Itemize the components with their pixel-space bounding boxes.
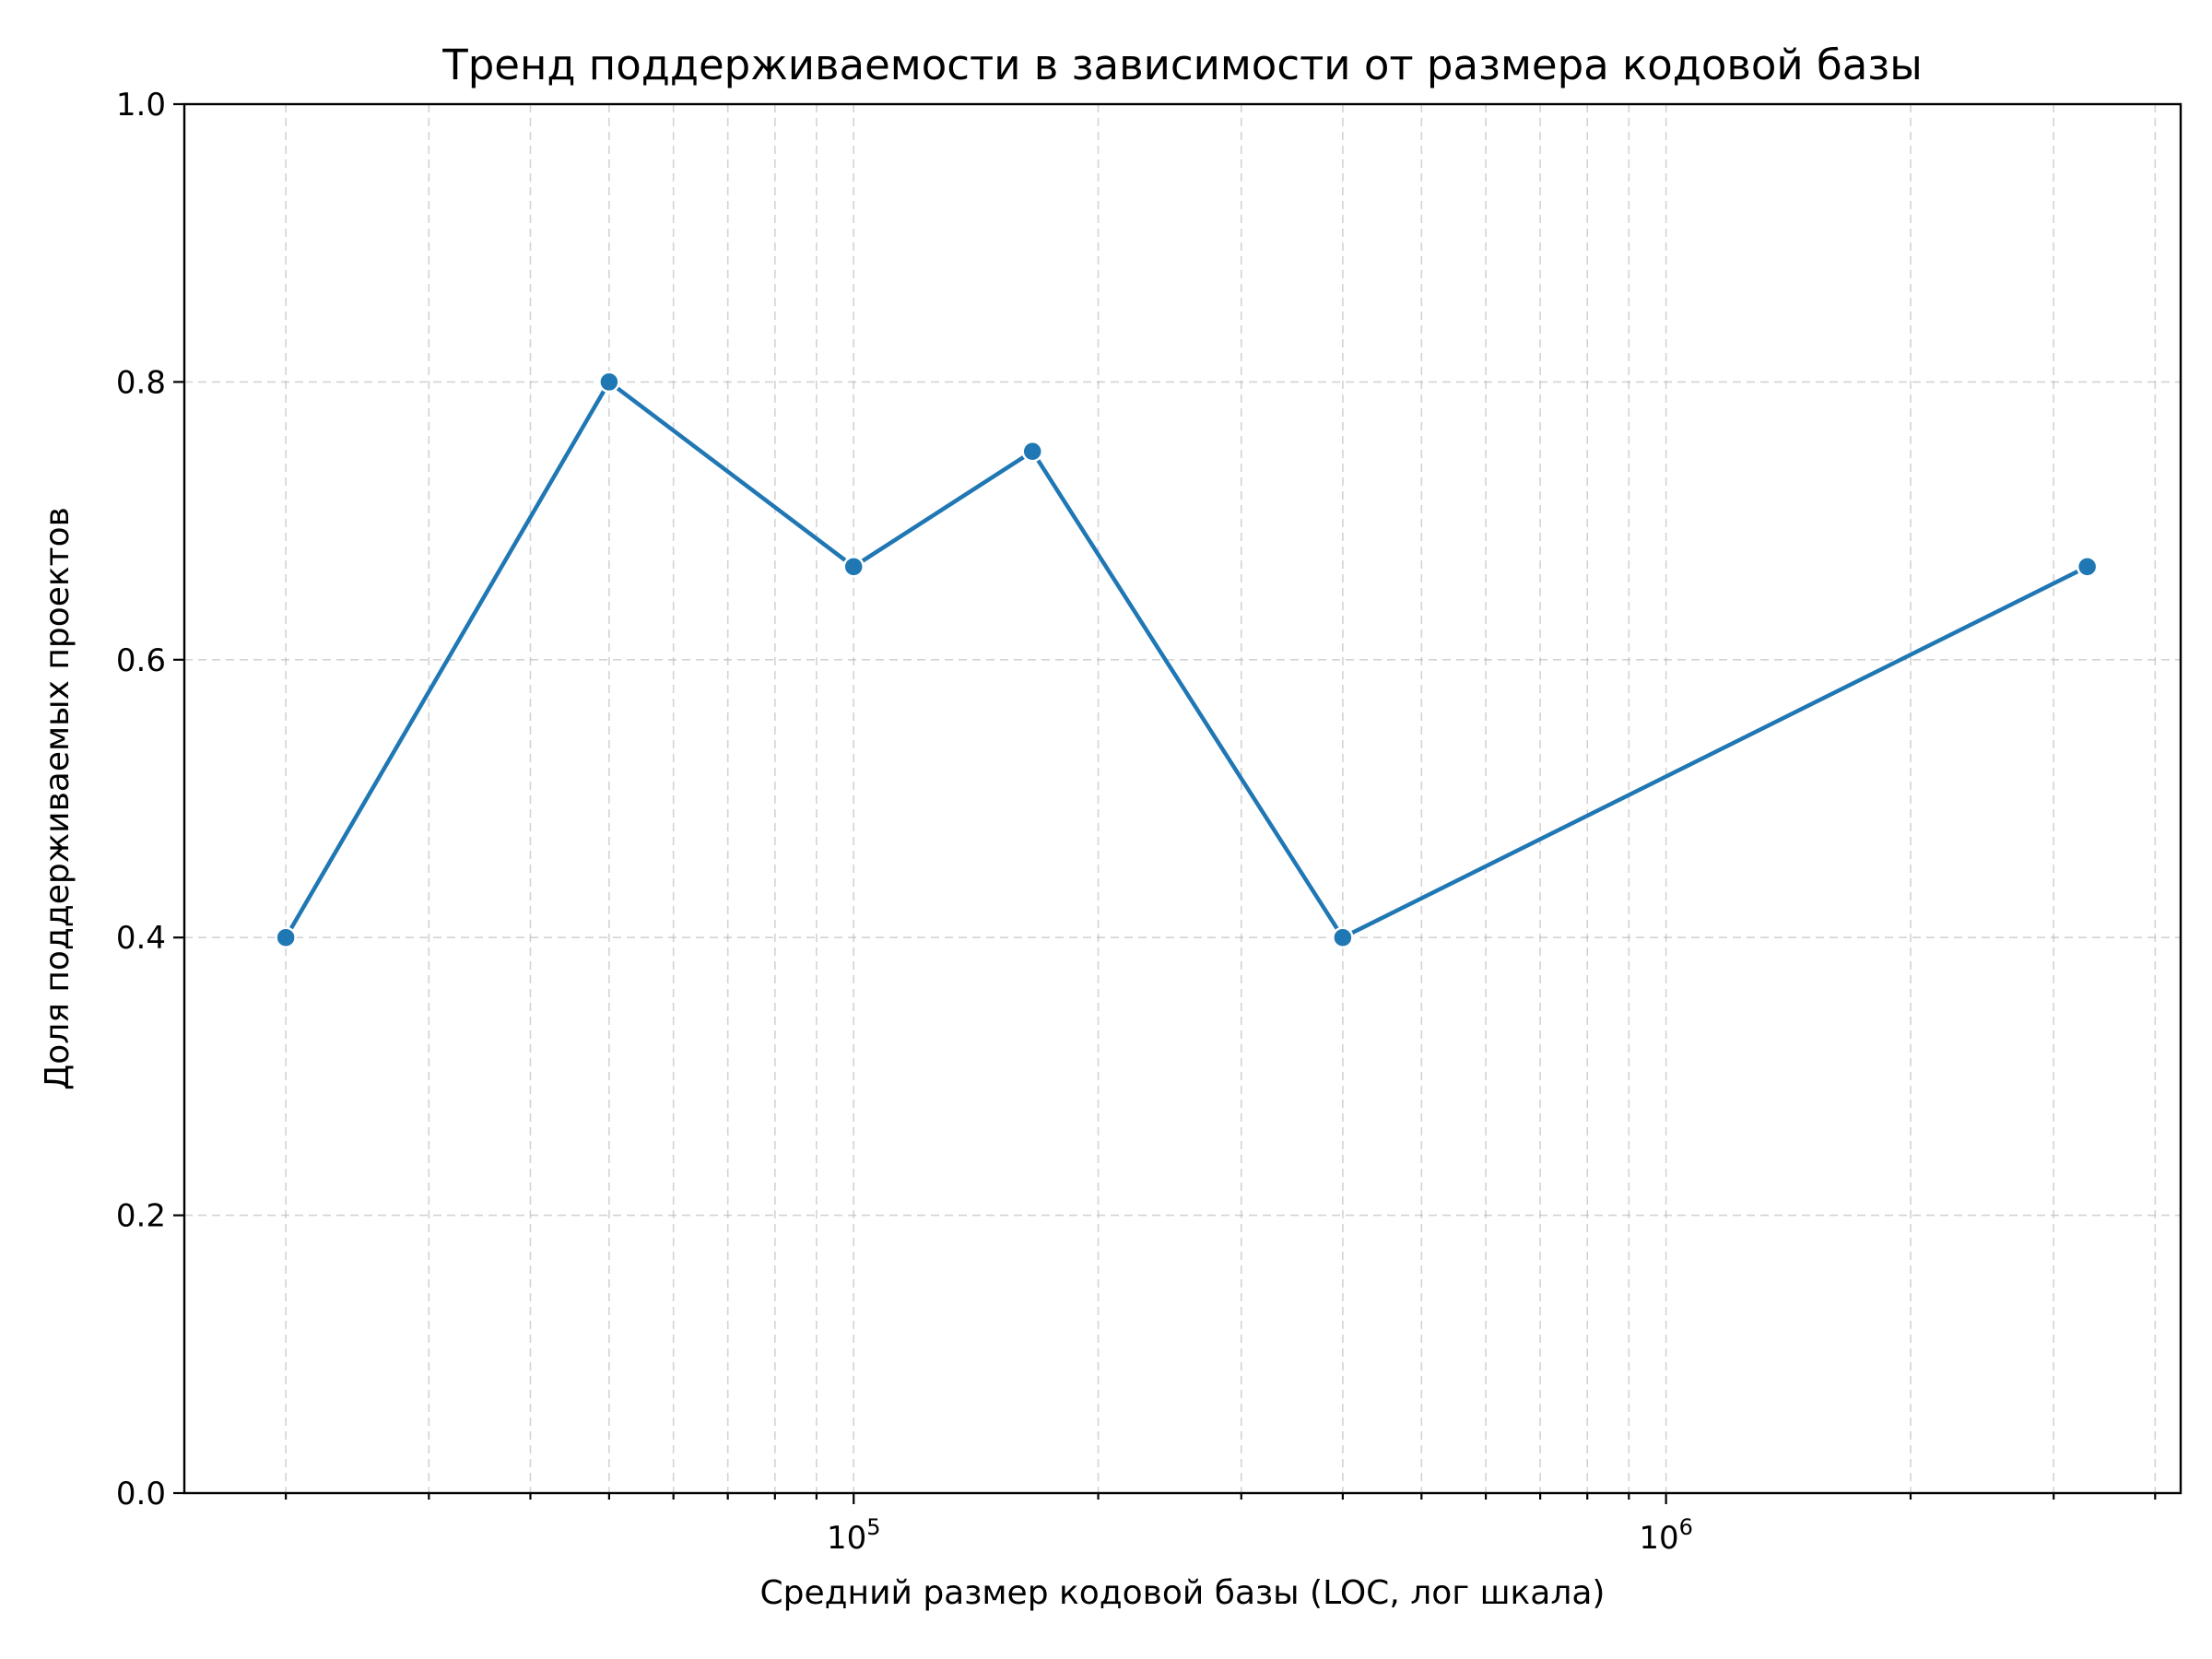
y-tick-label: 0.6 [116, 642, 166, 679]
series-line [284, 380, 2088, 940]
x-tick-labels: 105 106 [827, 1514, 1693, 1557]
plot-frame [182, 102, 2183, 1495]
y-tick-label: 1.0 [116, 87, 166, 124]
data-point [1021, 441, 1043, 463]
y-tick-label: 0.0 [116, 1476, 166, 1512]
x-axis-label: Средний размер кодовой базы (LOC, лог шк… [760, 1574, 1606, 1612]
y-tick-label: 0.2 [116, 1198, 166, 1235]
y-tick-label: 0.8 [116, 364, 166, 401]
x-tick-label: 105 [827, 1514, 881, 1557]
data-point [1332, 926, 1354, 948]
data-points [275, 371, 2099, 948]
axis-ticks [173, 102, 2157, 1504]
y-tick-labels: 0.0 0.2 0.4 0.6 0.8 1.0 [116, 87, 166, 1512]
grid-lines [184, 103, 2181, 1494]
y-axis-label: Доля поддерживаемых проектов [39, 507, 76, 1090]
data-point [275, 926, 297, 948]
data-point [842, 556, 865, 578]
chart-title: Тренд поддерживаемости в зависимости от … [441, 41, 1923, 89]
data-point [2076, 556, 2099, 578]
data-point [598, 371, 620, 394]
x-tick-label: 106 [1639, 1514, 1693, 1557]
y-tick-label: 0.4 [116, 920, 166, 957]
